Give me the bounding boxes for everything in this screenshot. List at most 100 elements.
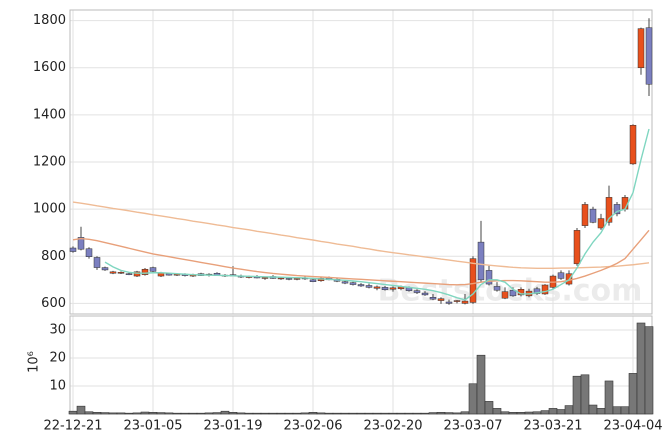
volume-bar bbox=[492, 408, 502, 415]
candle-body bbox=[469, 258, 477, 303]
volume-bar bbox=[348, 412, 358, 415]
candle-body bbox=[389, 287, 397, 290]
volume-bar bbox=[308, 412, 318, 415]
volume-bar bbox=[460, 411, 470, 415]
volume-bar bbox=[484, 401, 494, 415]
volume-bar bbox=[172, 412, 182, 415]
volume-bar bbox=[572, 375, 582, 415]
volume-bar bbox=[532, 411, 542, 415]
volume-bar bbox=[516, 412, 526, 415]
candle-body bbox=[509, 289, 517, 297]
volume-bar bbox=[332, 412, 342, 415]
candle-body bbox=[133, 271, 141, 277]
candle-body bbox=[637, 28, 645, 68]
candle-body bbox=[589, 208, 597, 223]
volume-bar bbox=[604, 380, 614, 415]
candle-body bbox=[365, 285, 373, 288]
candle-body bbox=[69, 247, 77, 252]
candle-body bbox=[597, 218, 605, 229]
volume-bar bbox=[628, 373, 638, 415]
volume-bar bbox=[236, 412, 246, 415]
volume-bar bbox=[636, 322, 646, 415]
candle-body bbox=[141, 268, 149, 275]
volume-bar bbox=[372, 412, 382, 415]
volume-bar bbox=[412, 412, 422, 415]
volume-bar bbox=[364, 412, 374, 415]
volume-bar bbox=[340, 412, 350, 415]
volume-bar bbox=[212, 412, 222, 415]
candle-body bbox=[573, 230, 581, 265]
candle-body bbox=[557, 272, 565, 279]
volume-bar bbox=[580, 374, 590, 415]
volume-bar bbox=[228, 412, 238, 415]
candle-body bbox=[485, 270, 493, 285]
volume-bar bbox=[220, 410, 230, 415]
candle-body bbox=[445, 301, 453, 304]
volume-bar bbox=[428, 412, 438, 415]
candle-body bbox=[277, 277, 285, 280]
candle-body bbox=[109, 271, 117, 274]
volume-bar bbox=[292, 412, 302, 415]
candle-body bbox=[373, 286, 381, 289]
y-tick-label: 800 bbox=[41, 249, 66, 264]
x-tick-label: 23-03-07 bbox=[443, 419, 502, 434]
volume-bar bbox=[92, 412, 102, 415]
candle-body bbox=[461, 300, 469, 304]
candle-body bbox=[645, 27, 653, 85]
volume-bar bbox=[100, 412, 110, 415]
candle-body bbox=[629, 124, 637, 165]
x-tick-label: 23-02-06 bbox=[283, 419, 342, 434]
volume-bar bbox=[436, 412, 446, 415]
volume-bar bbox=[276, 412, 286, 415]
volume-bar bbox=[284, 412, 294, 415]
candle-body bbox=[453, 300, 461, 302]
x-tick-label: 23-01-05 bbox=[123, 419, 182, 434]
volume-bar bbox=[396, 412, 406, 415]
volume-bar bbox=[252, 412, 262, 415]
volume-bar bbox=[548, 408, 558, 415]
y-tick-label: 1400 bbox=[33, 107, 66, 122]
x-tick-label: 23-01-19 bbox=[203, 419, 262, 434]
ma-line bbox=[72, 229, 650, 286]
candle-body bbox=[293, 278, 301, 280]
candle-body bbox=[421, 292, 429, 296]
ma-line bbox=[104, 128, 650, 301]
volume-bar bbox=[244, 412, 254, 415]
candle-body bbox=[437, 298, 445, 301]
candle-body bbox=[349, 282, 357, 285]
x-tick-label: 23-02-20 bbox=[363, 419, 422, 434]
volume-bar bbox=[84, 411, 94, 415]
candle-body bbox=[77, 237, 85, 250]
volume-bar bbox=[180, 412, 190, 415]
volume-bar bbox=[612, 406, 622, 415]
candle-body bbox=[613, 204, 621, 215]
candle-body bbox=[605, 197, 613, 223]
volume-bar bbox=[540, 410, 550, 415]
y-tick-label: 30 bbox=[49, 323, 66, 338]
volume-bar bbox=[452, 412, 462, 415]
volume-bar bbox=[164, 412, 174, 415]
candle-body bbox=[85, 248, 93, 257]
volume-bar bbox=[68, 410, 78, 415]
volume-bar bbox=[508, 412, 518, 415]
y-tick-label: 1200 bbox=[33, 155, 66, 170]
candle-body bbox=[357, 284, 365, 287]
volume-bar bbox=[156, 412, 166, 415]
candle-body bbox=[429, 297, 437, 300]
y-tick-label: 1000 bbox=[33, 202, 66, 217]
volume-bar bbox=[588, 404, 598, 415]
volume-bar bbox=[132, 412, 142, 415]
candle-body bbox=[477, 241, 485, 281]
candle-body bbox=[101, 267, 109, 271]
volume-bar bbox=[116, 412, 126, 415]
volume-unit: 10⁶ bbox=[27, 351, 42, 373]
candle-body bbox=[285, 278, 293, 280]
volume-bar bbox=[500, 411, 510, 415]
ma-line bbox=[72, 201, 650, 269]
volume-bar bbox=[388, 412, 398, 415]
volume-frame bbox=[69, 315, 653, 415]
volume-bar bbox=[108, 412, 118, 415]
candle-body bbox=[93, 257, 101, 268]
volume-bar bbox=[380, 412, 390, 415]
